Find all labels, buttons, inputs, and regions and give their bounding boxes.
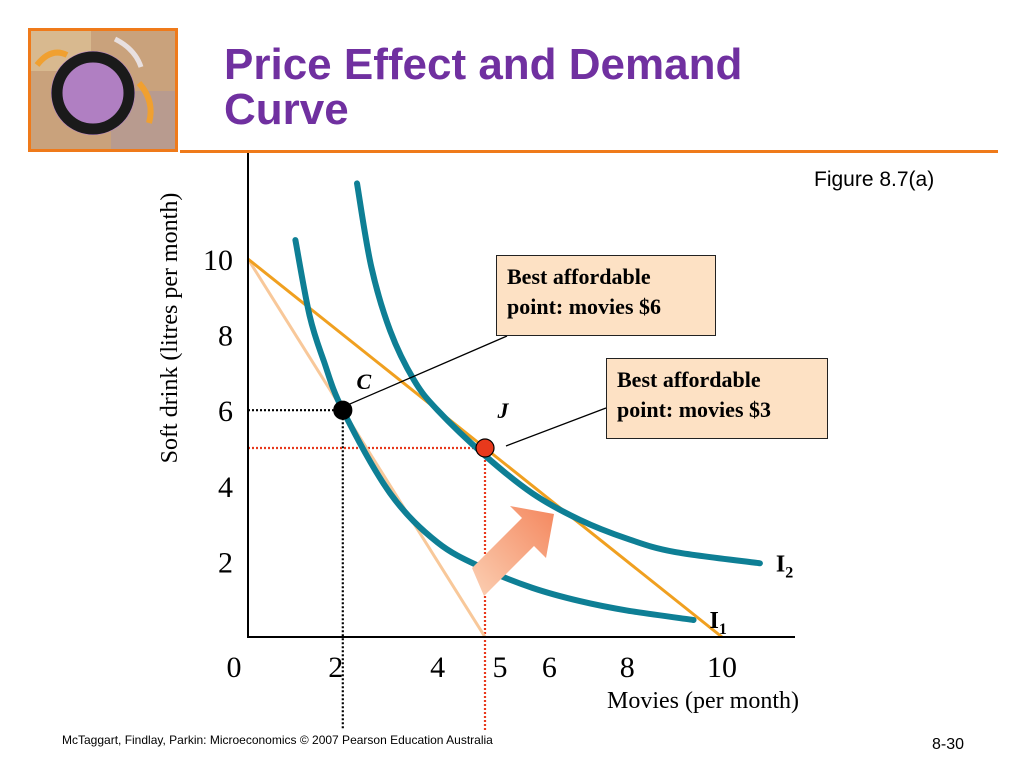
x-tick-6: 6 xyxy=(542,651,557,684)
point-c xyxy=(333,400,353,420)
figure-label: Figure 8.7(a) xyxy=(814,168,935,191)
y-tick-8: 8 xyxy=(218,320,233,353)
title-line-1: Price Effect and Demand xyxy=(224,40,743,89)
indifference-curve-1 xyxy=(292,237,697,623)
title-line-2: Curve xyxy=(224,85,349,134)
point-label-j: J xyxy=(497,398,510,423)
y-tick-6: 6 xyxy=(218,395,233,428)
budget-line-1 xyxy=(246,258,487,638)
x-tick-4: 4 xyxy=(430,651,445,684)
point-label-c: C xyxy=(356,369,371,394)
leader-j xyxy=(505,407,607,447)
x-tick-0: 0 xyxy=(227,651,242,684)
curve-label-1: I1 xyxy=(710,608,727,638)
y-tick-10: 10 xyxy=(203,244,233,277)
slide-number: 8-30 xyxy=(931,736,964,753)
x-tick-8: 8 xyxy=(620,651,635,684)
y-axis-label: Soft drink (litres per month) xyxy=(157,193,183,464)
y-tick-2: 2 xyxy=(218,546,233,579)
x-tick-5: 5 xyxy=(493,651,508,684)
x-tick-10: 10 xyxy=(707,651,737,684)
leader-c xyxy=(344,335,508,407)
x-tick-2: 2 xyxy=(328,651,343,684)
callout-1-line-1: Best affordable xyxy=(507,264,651,289)
footer-credit: McTaggart, Findlay, Parkin: Microeconomi… xyxy=(62,733,493,747)
slide-title: Price Effect and Demand Curve xyxy=(224,42,742,132)
slide-logo xyxy=(28,28,178,152)
x-axis-label: Movies (per month) xyxy=(607,688,799,714)
callout-2-line-2: point: movies $3 xyxy=(617,397,771,422)
callout-1-line-2: point: movies $6 xyxy=(507,294,661,319)
y-tick-4: 4 xyxy=(218,471,233,504)
curve-label-2: I2 xyxy=(776,551,793,581)
callout-movies-6: Best affordable point: movies $6 xyxy=(496,255,716,336)
callout-2-line-1: Best affordable xyxy=(617,367,761,392)
point-j xyxy=(475,438,495,458)
callout-movies-3: Best affordable point: movies $3 xyxy=(606,358,828,439)
title-rule xyxy=(180,150,998,153)
shift-arrow xyxy=(472,506,554,596)
